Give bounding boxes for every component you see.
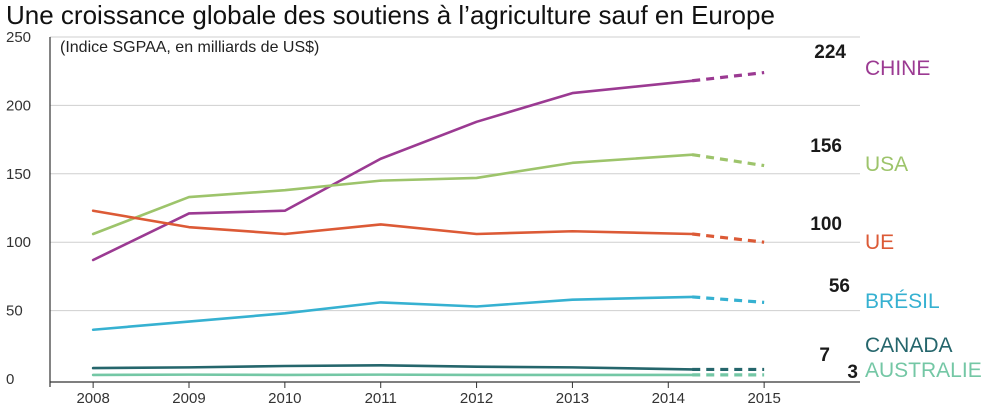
end-value-chine: 224 bbox=[814, 42, 846, 63]
series-projection-br-sil bbox=[692, 297, 764, 302]
series-projection-usa bbox=[692, 155, 764, 166]
series-line-usa bbox=[93, 155, 692, 234]
series-label-australie: AUSTRALIE bbox=[865, 359, 982, 382]
x-tick-label: 2013 bbox=[556, 390, 589, 406]
end-value-canada: 7 bbox=[819, 345, 830, 366]
x-tick-label: 2012 bbox=[460, 390, 493, 406]
grid bbox=[50, 37, 860, 311]
end-value-australie: 3 bbox=[847, 362, 858, 383]
x-tick-label: 2009 bbox=[172, 390, 205, 406]
series-label-chine: CHINE bbox=[865, 57, 930, 80]
x-tick-label: 2014 bbox=[652, 390, 685, 406]
chart-subtitle: (Indice SGPAA, en milliards de US$) bbox=[60, 39, 319, 56]
x-tick-label: 2015 bbox=[747, 390, 780, 406]
end-value-usa: 156 bbox=[810, 136, 842, 157]
y-tick-label: 150 bbox=[6, 166, 31, 183]
series-line-canada bbox=[93, 365, 692, 369]
y-tick-label: 250 bbox=[6, 29, 31, 46]
series-lines bbox=[93, 73, 764, 375]
series-projection-chine bbox=[692, 73, 764, 81]
x-tick-label: 2010 bbox=[268, 390, 301, 406]
series-line-ue bbox=[93, 211, 692, 234]
series-label-usa: USA bbox=[865, 153, 908, 176]
end-value-ue: 100 bbox=[810, 214, 842, 235]
end-value-br-sil: 56 bbox=[829, 276, 850, 297]
labels: 224 CHINE 156 USA 100 UE 56 BRÉSIL 7 CANADA 3 AUSTR… bbox=[810, 42, 981, 383]
y-tick-label: 50 bbox=[6, 303, 23, 320]
series-label-canada: CANADA bbox=[865, 334, 953, 357]
y-tick-label: 100 bbox=[6, 234, 31, 251]
series-line-br-sil bbox=[93, 297, 692, 330]
chart-title: Une croissance globale des soutiens à l’… bbox=[6, 0, 775, 30]
series-label-ue: UE bbox=[865, 231, 894, 254]
x-tick-label: 2011 bbox=[365, 390, 397, 406]
y-tick-label: 200 bbox=[6, 97, 31, 114]
x-tick-label: 2008 bbox=[76, 390, 109, 406]
series-projection-ue bbox=[692, 234, 764, 242]
series-label-br-sil: BRÉSIL bbox=[865, 290, 940, 313]
y-tick-label: 0 bbox=[6, 371, 14, 388]
